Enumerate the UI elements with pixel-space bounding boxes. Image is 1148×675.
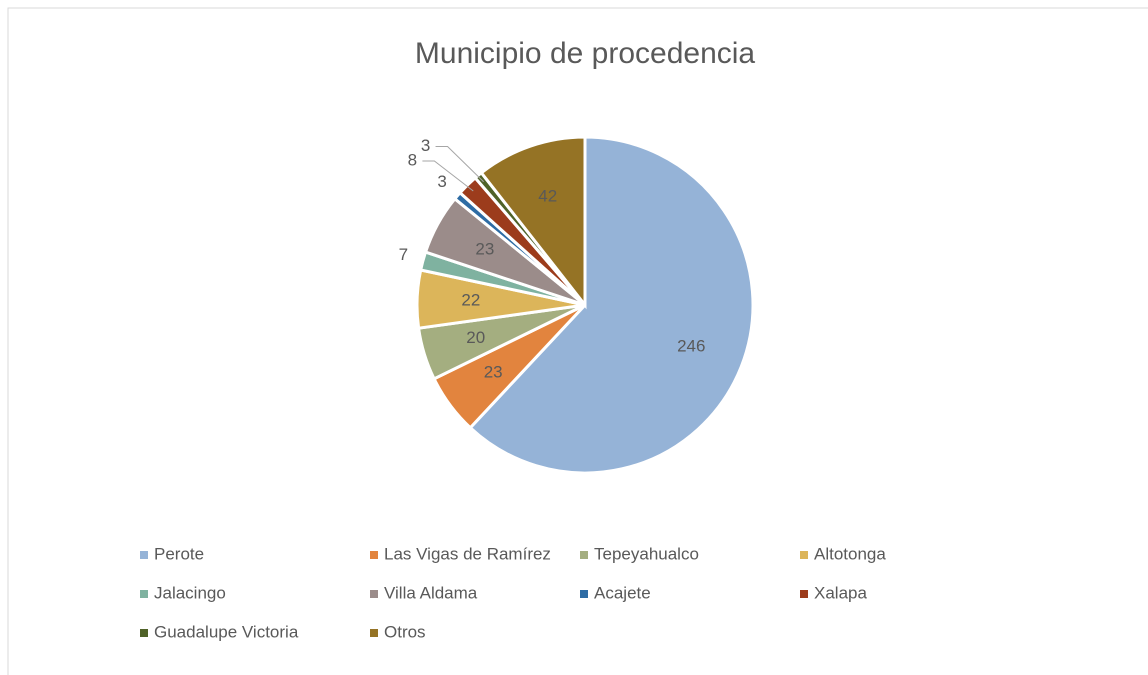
legend-swatch — [370, 551, 378, 559]
data-label: 23 — [475, 239, 494, 258]
legend-swatch — [370, 629, 378, 637]
data-label: 3 — [421, 136, 430, 155]
legend-swatch — [580, 551, 588, 559]
legend-label: Otros — [384, 622, 426, 641]
legend-swatch — [370, 590, 378, 598]
pie-slice — [479, 135, 587, 310]
legend-label: Jalacingo — [154, 583, 226, 602]
legend-label: Perote — [154, 544, 204, 563]
data-label: 8 — [408, 150, 417, 169]
leader-line — [435, 146, 484, 183]
pie-slice — [468, 135, 755, 475]
data-label: 42 — [538, 186, 557, 205]
legend-swatch — [800, 590, 808, 598]
legend-swatch — [140, 590, 148, 598]
chart-border — [7, 7, 1148, 675]
chart-title: Municipio de procedencia — [415, 37, 756, 70]
data-label: 20 — [466, 328, 485, 347]
legend-label: Acajete — [594, 583, 651, 602]
legend-swatch — [580, 590, 588, 598]
legend-label: Las Vigas de Ramírez — [384, 544, 551, 563]
legend-label: Tepeyahualco — [594, 544, 699, 563]
data-label: 22 — [461, 290, 480, 309]
legend-swatch — [140, 629, 148, 637]
legend-label: Xalapa — [814, 583, 867, 602]
legend-swatch — [140, 551, 148, 559]
data-label: 7 — [399, 245, 408, 264]
legend-label: Altotonga — [814, 544, 886, 563]
data-label: 3 — [437, 172, 446, 191]
data-label: 246 — [677, 336, 705, 355]
legend-label: Villa Aldama — [384, 583, 478, 602]
legend-swatch — [800, 551, 808, 559]
data-label: 23 — [484, 362, 503, 381]
legend-label: Guadalupe Victoria — [154, 622, 299, 641]
leader-line — [422, 160, 474, 192]
